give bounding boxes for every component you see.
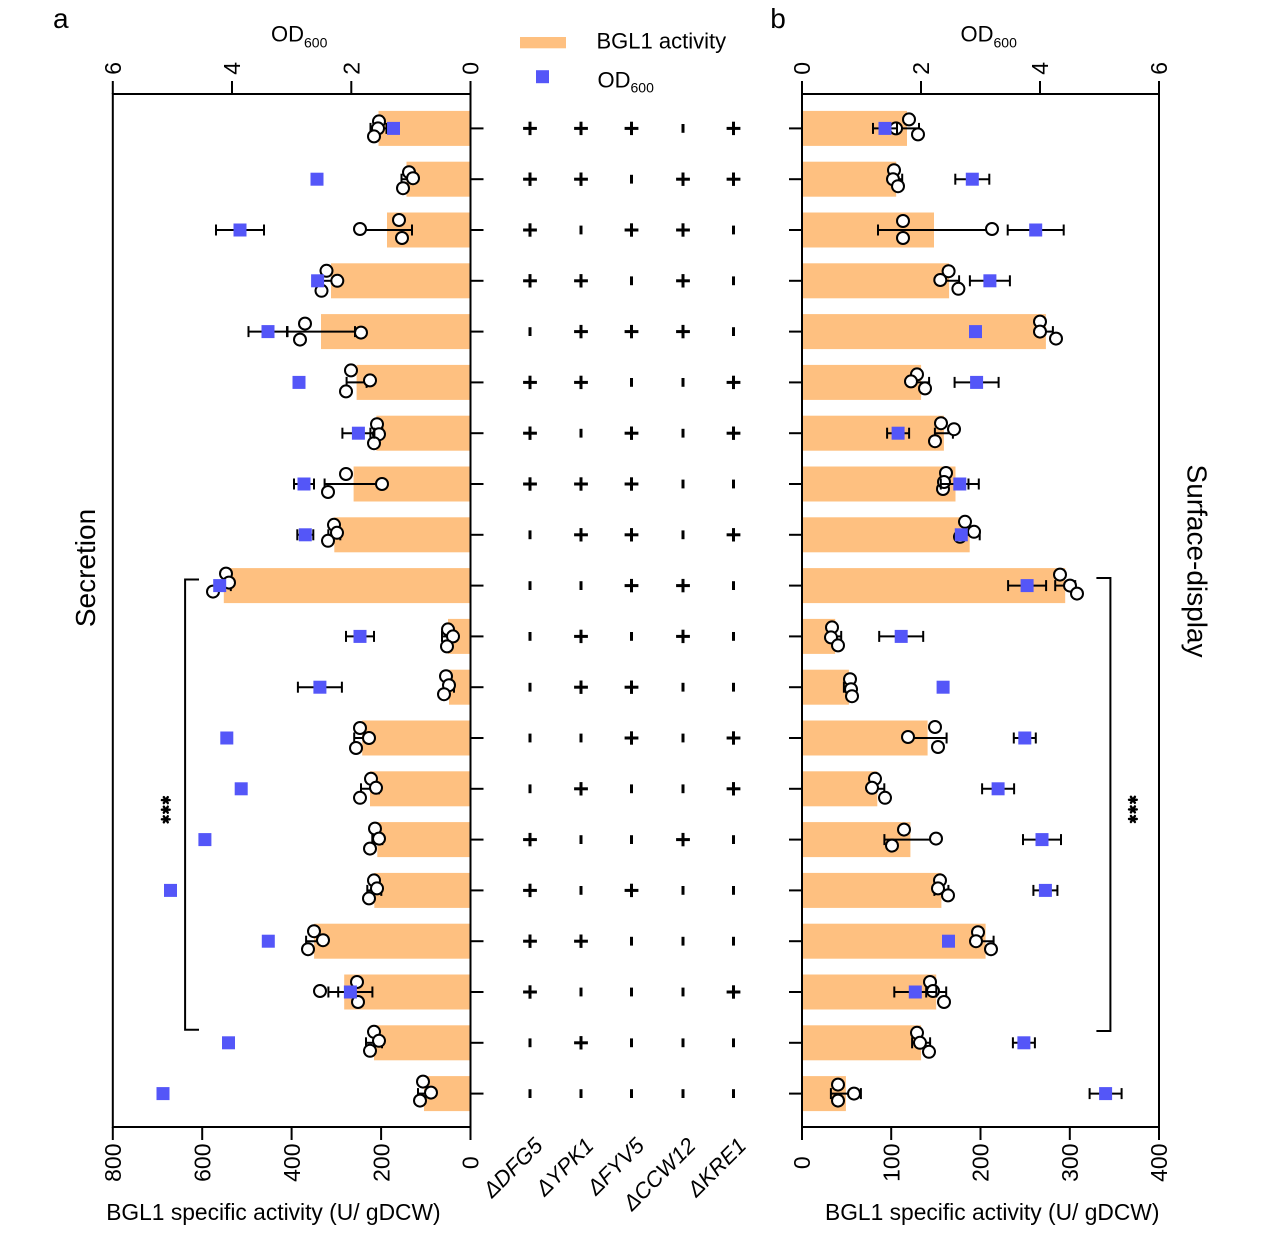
svg-text:200: 200 xyxy=(968,1144,994,1182)
svg-text:BGL1 specific activity (U/ gDC: BGL1 specific activity (U/ gDCW) xyxy=(106,1199,440,1225)
svg-text:BGL1 specific activity (U/ gDC: BGL1 specific activity (U/ gDCW) xyxy=(825,1199,1159,1225)
svg-text:a: a xyxy=(53,3,69,34)
svg-text:0: 0 xyxy=(789,62,815,75)
svg-text:OD600: OD600 xyxy=(961,22,1018,51)
svg-text:6: 6 xyxy=(100,62,126,75)
svg-text:b: b xyxy=(770,3,786,34)
svg-text:400: 400 xyxy=(1146,1144,1172,1182)
svg-text:Surface-display: Surface-display xyxy=(1182,465,1213,658)
svg-text:4: 4 xyxy=(1027,62,1053,75)
svg-text:0: 0 xyxy=(458,62,484,75)
svg-text:2: 2 xyxy=(908,62,934,75)
svg-text:4: 4 xyxy=(219,62,245,75)
svg-text:6: 6 xyxy=(1146,62,1172,75)
svg-text:600: 600 xyxy=(189,1144,215,1182)
svg-text:300: 300 xyxy=(1057,1144,1083,1182)
svg-text:400: 400 xyxy=(279,1144,305,1182)
svg-text:BGL1 activity: BGL1 activity xyxy=(597,28,727,53)
svg-text:100: 100 xyxy=(879,1144,905,1182)
svg-text:200: 200 xyxy=(368,1144,394,1182)
svg-text:Secretion: Secretion xyxy=(70,509,101,627)
svg-text:800: 800 xyxy=(100,1144,126,1182)
svg-text:2: 2 xyxy=(339,62,365,75)
svg-text:0: 0 xyxy=(458,1156,484,1169)
svg-text:0: 0 xyxy=(789,1156,815,1169)
